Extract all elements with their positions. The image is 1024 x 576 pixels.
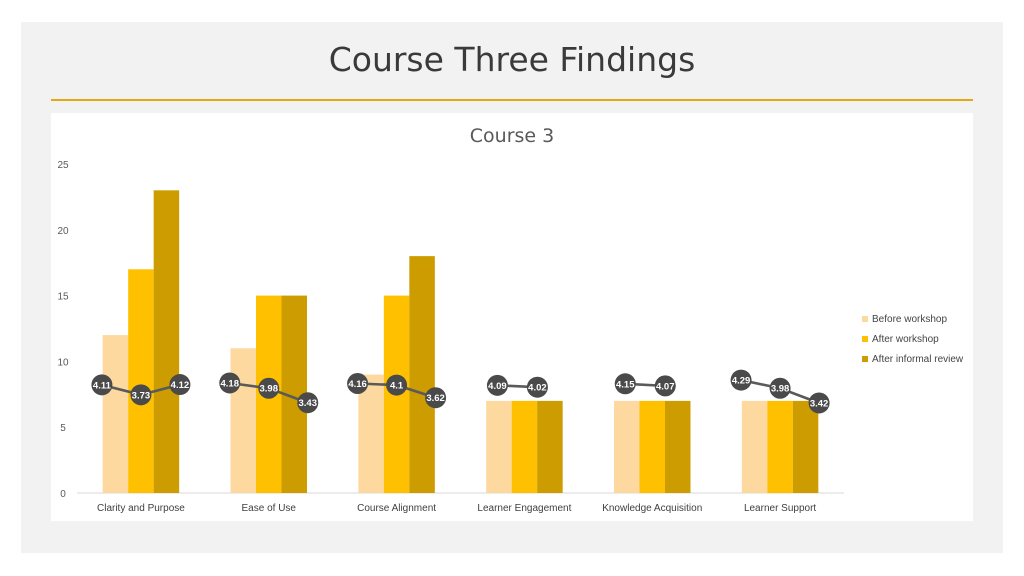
legend: Before workshop After workshop After inf… [862, 309, 963, 369]
category-label: Clarity and Purpose [97, 503, 185, 514]
bar-informal [665, 400, 691, 493]
rating-label: 4.11 [93, 380, 112, 391]
legend-item-after: After workshop [862, 329, 963, 349]
rating-marker [347, 373, 369, 395]
rating-marker [730, 369, 752, 391]
chart: Course 3 0 5 10 15 20 25 Clarity and Purpose Eas… [57, 125, 844, 514]
rating-label: 4.18 [221, 378, 240, 389]
y-tick-label: 0 [60, 489, 66, 500]
rating-label: 4.29 [732, 376, 751, 387]
bar-after [767, 400, 793, 493]
rating-marker [808, 392, 830, 414]
rating-marker [219, 372, 241, 394]
bar-before [486, 400, 512, 493]
bar-before [230, 348, 256, 493]
rating-label: 3.98 [260, 384, 279, 395]
rating-label: 4.12 [171, 380, 190, 391]
rating-marker [526, 376, 548, 398]
category-label: Ease of Use [242, 503, 297, 514]
bar-informal [537, 400, 563, 493]
legend-label-informal: After informal review [872, 353, 964, 365]
bar-informal [792, 400, 819, 493]
rating-marker [91, 374, 113, 396]
category-label: Course Alignment [357, 503, 436, 514]
y-tick-label: 25 [57, 160, 69, 171]
rating-marker [258, 377, 280, 399]
rating-label: 4.02 [528, 383, 547, 394]
rating-marker [654, 375, 676, 397]
legend-swatch-before [862, 316, 868, 322]
rating-marker [386, 374, 408, 396]
chart-title: Course 3 [470, 125, 554, 147]
rating-label: 4.16 [348, 379, 367, 390]
rating-marker [297, 392, 319, 414]
bar-informal [409, 256, 435, 493]
legend-swatch-informal [862, 356, 868, 362]
rating-marker [169, 374, 191, 396]
y-tick-label: 20 [57, 226, 69, 237]
category-label: Knowledge Acquisition [602, 503, 702, 514]
rating-label: 4.07 [656, 381, 675, 392]
y-tick-label: 15 [57, 292, 69, 303]
rating-label: 3.42 [810, 398, 829, 409]
bar-after [639, 400, 665, 493]
rating-label: 3.62 [426, 393, 445, 404]
bar-before [741, 400, 768, 493]
bar-before [358, 374, 384, 493]
bar-after [511, 400, 538, 493]
rating-label: 4.09 [488, 381, 507, 392]
slide-title: Course Three Findings [328, 40, 696, 79]
rating-label: 4.1 [390, 381, 404, 392]
rating-label: 3.73 [132, 390, 151, 401]
legend-label-after: After workshop [872, 333, 939, 345]
legend-item-informal: After informal review [862, 349, 963, 369]
rating-marker [614, 373, 636, 395]
rating-label: 3.98 [771, 384, 790, 395]
title-rule [51, 99, 973, 101]
rating-marker [130, 384, 152, 406]
bar-after [128, 269, 154, 493]
rating-label: 3.43 [299, 398, 318, 409]
category-label: Learner Support [744, 503, 816, 514]
legend-label-before: Before workshop [872, 313, 948, 325]
chart-panel: Course 3 0 5 10 15 20 25 Clarity and Purpose Eas… [51, 113, 973, 521]
bar-before [614, 400, 640, 493]
legend-item-before: Before workshop [862, 309, 963, 329]
bar-before [102, 335, 129, 493]
rating-marker [486, 374, 508, 396]
y-tick-label: 10 [57, 357, 69, 368]
y-tick-label: 5 [60, 423, 66, 434]
rating-marker [769, 377, 791, 399]
legend-swatch-after [862, 336, 868, 342]
rating-label: 4.15 [616, 379, 635, 390]
rating-marker [425, 387, 447, 409]
category-label: Learner Engagement [477, 503, 571, 514]
bar-informal [153, 190, 180, 493]
